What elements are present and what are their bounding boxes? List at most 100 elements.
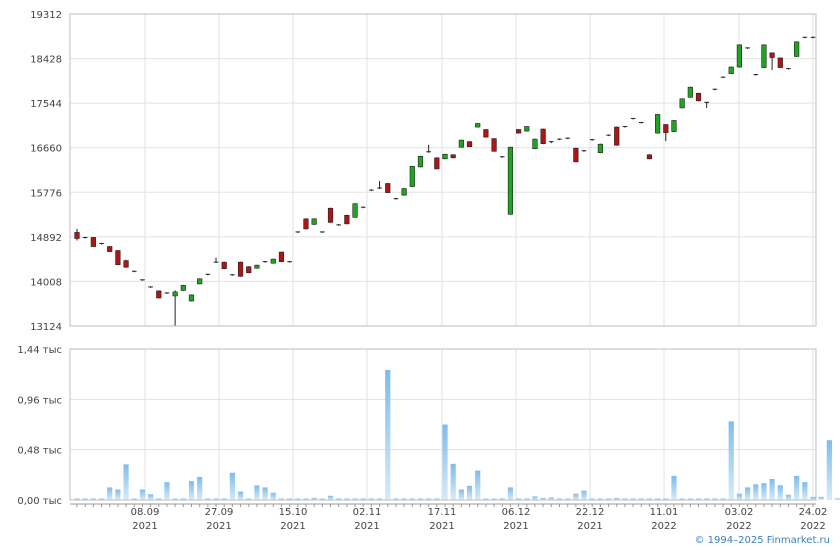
candle <box>630 117 636 120</box>
candle <box>74 228 80 241</box>
candle <box>262 261 268 263</box>
volume-bar <box>483 498 489 500</box>
volume-bar <box>401 498 407 500</box>
candle-body <box>123 260 129 268</box>
candle <box>148 286 153 288</box>
x-tick-day: 17.11 <box>428 507 457 518</box>
candle <box>131 270 137 273</box>
candle <box>606 134 611 137</box>
volume-bar <box>638 498 644 500</box>
volume-bar <box>376 498 383 500</box>
volume-bar <box>744 487 751 500</box>
candle-body <box>311 218 317 225</box>
candle-body <box>237 261 244 277</box>
candle <box>524 126 530 132</box>
volume-bar <box>524 498 530 500</box>
x-tick-year: 2021 <box>354 521 379 532</box>
candle <box>802 36 808 39</box>
x-tick-day: 11.01 <box>650 507 679 518</box>
candle-body <box>180 285 186 291</box>
candle <box>180 284 186 291</box>
x-tick-day: 03.02 <box>725 507 754 518</box>
volume-bar <box>540 497 546 500</box>
candle <box>687 86 693 98</box>
candle-layer <box>74 36 816 326</box>
volume-bar <box>172 498 178 500</box>
candle-body <box>197 278 203 285</box>
volume-bar <box>123 464 129 500</box>
volume-bar <box>262 487 268 500</box>
volume-bar <box>82 498 88 500</box>
candle <box>237 261 244 277</box>
candle <box>720 76 726 79</box>
candle <box>336 224 341 226</box>
volume-bar <box>229 472 235 500</box>
copyright-text[interactable]: © 1994–2025 Finmarket.ru <box>694 535 830 546</box>
candle <box>475 123 481 128</box>
candle <box>549 141 554 144</box>
frame-layer <box>69 13 817 507</box>
candle <box>385 183 391 194</box>
candle <box>450 154 456 159</box>
volume-bar <box>663 498 669 500</box>
candle <box>360 206 366 209</box>
candle-body <box>483 129 489 138</box>
candle <box>638 122 644 124</box>
volume-bar <box>720 498 726 500</box>
volume-bar <box>90 498 96 500</box>
volume-bar <box>213 498 219 500</box>
candle <box>393 198 399 200</box>
candle-body <box>417 155 424 168</box>
candle-body <box>115 250 121 265</box>
volume-bar <box>605 498 612 500</box>
candle-body <box>172 291 178 297</box>
candle <box>409 165 415 188</box>
volume-layer <box>74 369 840 500</box>
candle-body <box>254 264 260 269</box>
candle <box>140 279 145 281</box>
volume-bar <box>491 498 497 500</box>
volume-bar <box>834 498 840 500</box>
candle-body <box>278 251 285 262</box>
candle-body <box>466 141 473 148</box>
candle <box>614 126 620 146</box>
candle <box>295 231 301 233</box>
candle-body <box>728 66 734 74</box>
volume-bar <box>237 491 244 500</box>
volume-bar <box>826 440 832 500</box>
volume-bar <box>368 498 374 500</box>
volume-bar <box>597 498 603 500</box>
volume-bar <box>630 498 636 500</box>
volume-bar <box>794 475 800 500</box>
volume-bar <box>810 496 816 500</box>
candle-body <box>327 207 334 223</box>
candle <box>213 257 219 263</box>
candle-body <box>794 41 800 57</box>
candle <box>663 124 669 142</box>
candle <box>156 290 162 299</box>
volume-bar <box>246 498 252 500</box>
volume-bar <box>655 498 661 500</box>
candle <box>107 246 113 253</box>
candle <box>540 128 546 145</box>
candle <box>786 68 791 70</box>
volume-tick-label: 0,96 тыс <box>17 395 62 406</box>
volume-bar <box>254 485 260 500</box>
candle <box>736 44 742 68</box>
volume-bar <box>327 495 334 500</box>
volume-bar <box>205 498 211 500</box>
volume-bar <box>393 498 399 500</box>
candle-body <box>646 154 653 160</box>
volume-tick-label: 0,00 тыс <box>17 496 62 507</box>
candle-body <box>671 120 677 132</box>
candle <box>573 147 579 163</box>
volume-bar <box>442 424 448 500</box>
price-tick-label: 19312 <box>30 10 62 21</box>
volume-bar <box>311 497 317 500</box>
candle-body <box>221 261 227 270</box>
volume-tick-label: 0,48 тыс <box>17 446 62 457</box>
candle <box>458 139 464 148</box>
candle <box>491 138 497 152</box>
candle-body <box>107 246 113 252</box>
